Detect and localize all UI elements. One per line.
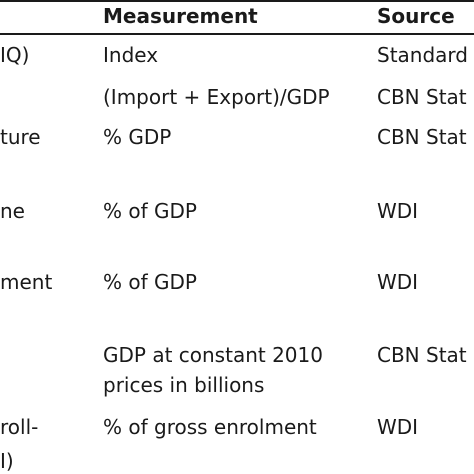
row-0-measurement: Index xyxy=(103,43,159,67)
row-1-source: CBN Stat xyxy=(377,85,467,109)
row-2-source: CBN Stat xyxy=(377,125,467,149)
row-6-variable-line2: I) xyxy=(0,449,14,473)
row-2-measurement: % GDP xyxy=(103,125,172,149)
row-0-source: Standard xyxy=(377,43,468,67)
row-4-measurement: % of GDP xyxy=(103,270,197,294)
row-0-variable: IQ) xyxy=(0,43,30,67)
row-5-measurement-line2: prices in billions xyxy=(103,373,265,397)
row-6-source: WDI xyxy=(377,415,419,439)
row-1-measurement: (Import + Export)/GDP xyxy=(103,85,330,109)
table-top-rule xyxy=(0,0,474,2)
row-6-variable: roll- xyxy=(0,415,39,439)
row-2-variable: ture xyxy=(0,125,41,149)
header-source: Source xyxy=(377,4,455,28)
row-3-variable: ne xyxy=(0,199,25,223)
row-3-source: WDI xyxy=(377,199,419,223)
row-4-variable: ment xyxy=(0,270,53,294)
header-measurement: Measurement xyxy=(103,4,258,28)
header-bottom-rule xyxy=(0,33,474,35)
row-3-measurement: % of GDP xyxy=(103,199,197,223)
row-5-measurement: GDP at constant 2010 xyxy=(103,343,323,367)
row-4-source: WDI xyxy=(377,270,419,294)
row-5-source: CBN Stat xyxy=(377,343,467,367)
row-6-measurement: % of gross enrolment xyxy=(103,415,317,439)
